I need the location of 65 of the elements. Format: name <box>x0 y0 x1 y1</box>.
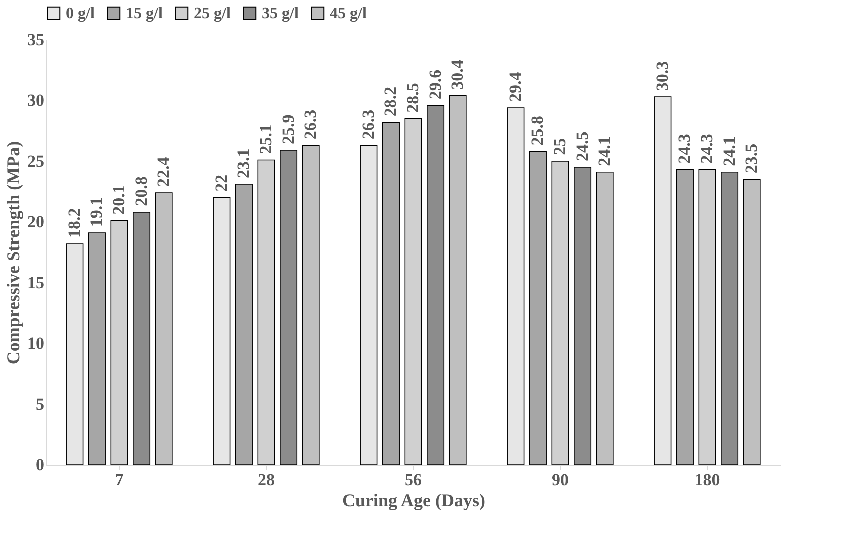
legend-label: 15 g/l <box>126 5 164 22</box>
data-label: 18.2 <box>64 208 84 238</box>
bar <box>507 108 525 466</box>
data-label: 25.1 <box>256 124 276 154</box>
bar <box>721 172 739 466</box>
data-label: 23.1 <box>234 148 254 178</box>
bar <box>529 151 547 466</box>
data-label: 25 <box>550 138 570 156</box>
x-tick-label: 90 <box>552 470 569 490</box>
legend-label: 45 g/l <box>330 5 368 22</box>
data-label: 29.4 <box>506 72 525 102</box>
legend-label: 35 g/l <box>262 5 300 22</box>
x-tick-label: 7 <box>115 470 124 490</box>
data-label: 28.2 <box>381 86 400 117</box>
x-axis-title: Curing Age (Days) <box>342 490 486 510</box>
bar <box>280 150 298 466</box>
y-tick-label: 10 <box>28 334 44 354</box>
data-label: 29.6 <box>426 70 445 100</box>
bar <box>382 122 400 466</box>
data-label: 30.4 <box>448 60 468 90</box>
data-label: 25.9 <box>278 114 298 144</box>
data-label: 19.1 <box>87 197 106 228</box>
bar <box>596 172 614 466</box>
data-label: 30.3 <box>652 61 672 92</box>
bar <box>235 184 253 466</box>
y-tick-label: 35 <box>28 30 44 50</box>
data-label: 28.5 <box>404 83 422 113</box>
bar <box>213 197 231 466</box>
bar <box>88 232 106 466</box>
data-label: 26.3 <box>301 110 320 140</box>
bar <box>66 244 84 466</box>
bar <box>654 96 672 466</box>
data-label: 20.8 <box>132 176 151 206</box>
data-label: 24.1 <box>595 136 614 166</box>
bar <box>155 192 173 466</box>
data-label: 24.5 <box>572 132 592 162</box>
y-tick-label: 30 <box>28 91 44 110</box>
x-tick-label: 180 <box>694 470 720 490</box>
data-label: 24.1 <box>720 136 739 166</box>
x-tick-label: 28 <box>258 470 275 490</box>
bar <box>743 179 761 466</box>
x-tick-label: 56 <box>405 470 422 490</box>
data-label: 22.4 <box>154 156 174 187</box>
data-label: 26.3 <box>358 110 378 140</box>
bar <box>133 212 151 466</box>
bar <box>360 145 378 466</box>
y-tick-label: 20 <box>28 212 44 232</box>
legend-label: 25 g/l <box>194 5 232 22</box>
bar <box>449 95 467 466</box>
y-tick-label: 25 <box>28 152 44 171</box>
y-tick-label: 0 <box>36 456 44 474</box>
data-label: 25.8 <box>528 116 548 146</box>
bar <box>676 170 694 466</box>
data-label: 23.5 <box>742 144 762 174</box>
bar <box>427 105 445 466</box>
y-tick-label: 5 <box>36 394 44 414</box>
y-tick-label: 15 <box>28 273 44 292</box>
data-label: 22 <box>212 174 231 192</box>
y-axis-title: Compressive Strength (MPa) <box>4 141 24 365</box>
data-label: 20.1 <box>110 185 128 215</box>
bar <box>302 145 320 466</box>
data-label: 24.3 <box>698 134 716 164</box>
bar <box>574 167 592 466</box>
data-label: 24.3 <box>675 134 694 164</box>
legend-label: 0 g/l <box>66 5 96 22</box>
